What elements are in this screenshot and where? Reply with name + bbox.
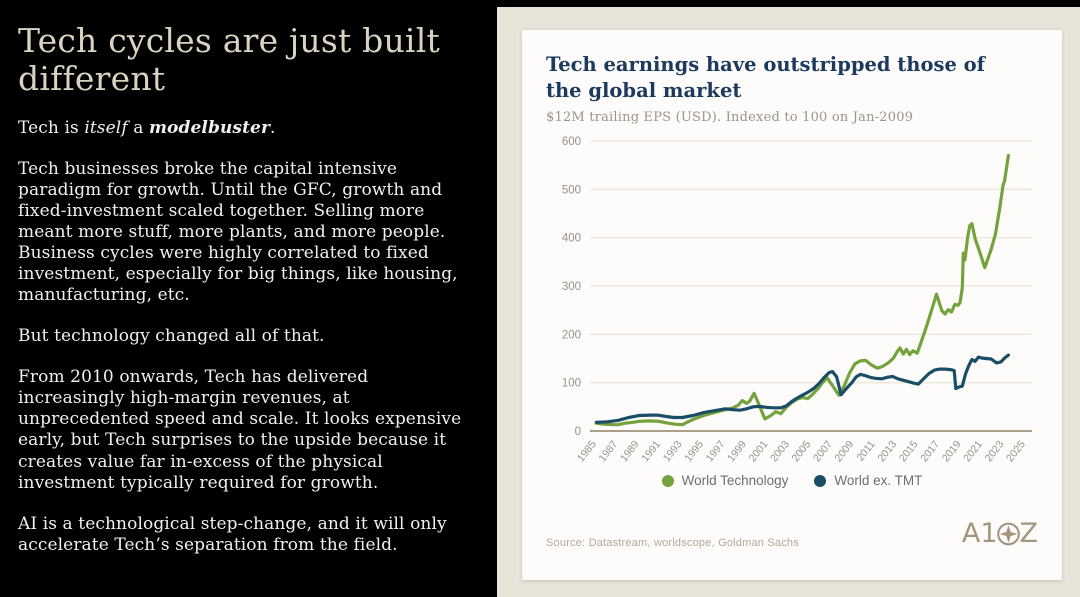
intro-post: . — [270, 117, 276, 138]
chart-subtitle: $12M trailing EPS (USD). Indexed to 100 … — [546, 110, 914, 126]
legend-dot-world-technology — [661, 474, 674, 487]
svg-text:2015: 2015 — [897, 439, 921, 465]
svg-text:200: 200 — [562, 330, 581, 342]
chart-legend: World Technology World ex. TMT — [546, 473, 1038, 488]
eps-chart: 0100200300400500600198519871989199119931… — [562, 136, 1032, 465]
svg-text:600: 600 — [562, 136, 581, 148]
slide-body: Tech is itself a modelbuster. Tech busin… — [18, 118, 471, 556]
card-footer: Source: Datastream, worldscope, Goldman … — [546, 518, 1038, 549]
slide-title: Tech cycles are just built different — [18, 21, 440, 99]
svg-text:2023: 2023 — [983, 439, 1007, 465]
svg-text:2013: 2013 — [875, 439, 899, 465]
svg-text:500: 500 — [562, 185, 581, 197]
svg-text:1997: 1997 — [704, 439, 728, 465]
svg-text:100: 100 — [562, 378, 581, 390]
svg-text:1991: 1991 — [639, 439, 663, 465]
intro-bold-italic: modelbuster — [148, 117, 270, 138]
paragraph-technology-changed: But technology changed all of that. — [18, 326, 325, 347]
intro-pre: Tech is — [18, 117, 85, 138]
legend-label-world-technology: World Technology — [681, 473, 789, 489]
chart-card: Tech earnings have outstripped those of … — [522, 30, 1062, 580]
paragraph-capital-paradigm: Tech businesses broke the capital intens… — [18, 158, 458, 306]
svg-text:2005: 2005 — [790, 439, 814, 465]
svg-text:2025: 2025 — [1004, 439, 1028, 465]
source-note: Source: Datastream, worldscope, Goldman … — [546, 537, 799, 550]
legend-label-world-ex-tmt: World ex. TMT — [834, 473, 923, 489]
intro-italic: itself — [84, 117, 128, 138]
paragraph-from-2010: From 2010 onwards, Tech has delivered in… — [18, 367, 462, 493]
svg-text:1985: 1985 — [575, 439, 599, 465]
a16z-logo: A1 Z — [962, 518, 1038, 549]
logo-suffix: Z — [1019, 518, 1039, 550]
chart-panel: Tech earnings have outstripped those of … — [497, 0, 1080, 597]
svg-text:2003: 2003 — [768, 439, 792, 465]
svg-text:1993: 1993 — [661, 439, 685, 465]
legend-item-world-technology: World Technology — [661, 473, 789, 489]
a16z-six-icon — [996, 523, 1020, 546]
svg-text:2017: 2017 — [918, 439, 942, 465]
svg-text:0: 0 — [575, 426, 581, 438]
logo-prefix: A1 — [961, 518, 998, 550]
svg-text:300: 300 — [562, 281, 581, 293]
svg-text:1989: 1989 — [618, 439, 642, 465]
intro-mid: a — [127, 117, 149, 138]
svg-text:2001: 2001 — [747, 439, 771, 465]
chart-title: Tech earnings have outstripped those of … — [546, 53, 986, 102]
svg-text:2019: 2019 — [940, 439, 964, 465]
svg-text:2009: 2009 — [832, 439, 856, 465]
intro-sentence: Tech is itself a modelbuster. — [18, 118, 471, 139]
legend-item-world-ex-tmt: World ex. TMT — [814, 473, 922, 488]
svg-text:400: 400 — [562, 233, 581, 245]
chart-area: 0 100 200 300 400 500 600 1985 1987 1989 1991 1993 1… — [546, 131, 1038, 487]
svg-text:2007: 2007 — [811, 439, 835, 465]
svg-text:1987: 1987 — [596, 439, 620, 465]
svg-text:1999: 1999 — [725, 439, 749, 465]
legend-dot-world-ex-tmt — [814, 474, 827, 487]
svg-text:2021: 2021 — [961, 439, 985, 465]
svg-text:1995: 1995 — [682, 439, 706, 465]
left-text-column: Tech cycles are just built different Tec… — [0, 0, 497, 597]
paragraph-ai-step-change: AI is a technological step-change, and i… — [18, 513, 447, 555]
svg-text:2011: 2011 — [854, 439, 877, 464]
